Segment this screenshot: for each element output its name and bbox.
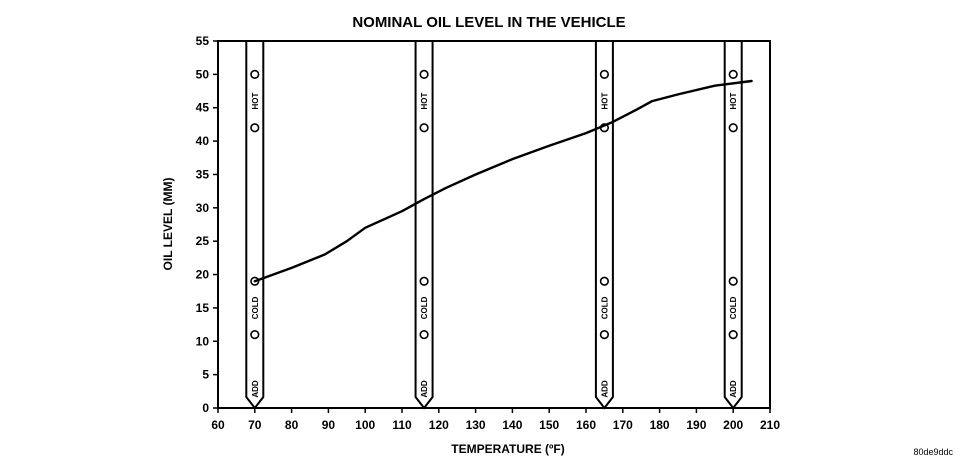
x-tick-label: 150 bbox=[539, 418, 559, 432]
x-tick-label: 90 bbox=[322, 418, 336, 432]
x-tick-label: 140 bbox=[502, 418, 522, 432]
x-tick-label: 190 bbox=[686, 418, 706, 432]
hot-mark bbox=[728, 69, 738, 79]
image-caption: 80de9ddc bbox=[913, 447, 953, 457]
x-tick-label: 110 bbox=[392, 418, 412, 432]
hot-mark bbox=[728, 123, 738, 133]
cold-mark bbox=[599, 276, 610, 286]
cold-mark bbox=[728, 330, 738, 340]
x-tick-label: 80 bbox=[285, 418, 299, 432]
series-line-1 bbox=[253, 79, 753, 283]
hot-mark bbox=[250, 123, 260, 133]
cold-mark bbox=[599, 330, 610, 340]
x-tick-label: 180 bbox=[650, 418, 670, 432]
hot-mark bbox=[419, 123, 429, 133]
x-axis-label: TEMPERATURE (ºF) bbox=[451, 442, 564, 456]
dipstick-3: HOT COLD ADD bbox=[594, 41, 614, 410]
x-tick-label: 200 bbox=[723, 418, 743, 432]
add-label: ADD bbox=[600, 380, 609, 398]
x-tick-label: 100 bbox=[355, 418, 375, 432]
cold-mark bbox=[419, 330, 429, 340]
hot-label: HOT bbox=[251, 92, 260, 109]
add-label: ADD bbox=[251, 380, 260, 398]
x-tick-label: 170 bbox=[613, 418, 633, 432]
y-tick-label: 50 bbox=[196, 67, 210, 81]
hot-label: HOT bbox=[420, 92, 429, 109]
cold-mark bbox=[728, 276, 738, 286]
dipstick-2: HOT COLD ADD bbox=[414, 41, 434, 410]
chart-title: NOMINAL OIL LEVEL IN THE VEHICLE bbox=[352, 14, 625, 31]
hot-label: HOT bbox=[729, 92, 738, 109]
y-tick-label: 0 bbox=[202, 401, 209, 415]
plot-frame bbox=[217, 40, 771, 409]
y-tick-label: 15 bbox=[196, 301, 210, 315]
x-tick-label: 70 bbox=[248, 418, 262, 432]
y-tick-label: 10 bbox=[196, 334, 210, 348]
cold-mark bbox=[250, 330, 260, 340]
add-label: ADD bbox=[729, 380, 738, 398]
series-group bbox=[253, 79, 753, 283]
dipsticks-group: HOT COLD ADD HOT COLD ADD HOT COLD ADD HOT COLD ADD bbox=[245, 41, 743, 410]
x-tick-label: 130 bbox=[466, 418, 486, 432]
y-tick-label: 40 bbox=[196, 134, 210, 148]
x-tick-label: 160 bbox=[576, 418, 596, 432]
dipstick-4: HOT COLD ADD bbox=[723, 41, 743, 410]
y-tick-label: 5 bbox=[202, 368, 209, 382]
x-tick-label: 60 bbox=[211, 418, 225, 432]
cold-label: COLD bbox=[420, 296, 429, 319]
hot-mark bbox=[599, 69, 610, 79]
x-tick-label: 120 bbox=[429, 418, 449, 432]
cold-label: COLD bbox=[729, 296, 738, 319]
y-tick-label: 45 bbox=[196, 101, 210, 115]
cold-label: COLD bbox=[600, 296, 609, 319]
add-label: ADD bbox=[420, 380, 429, 398]
hot-label: HOT bbox=[600, 92, 609, 109]
y-tick-label: 30 bbox=[196, 201, 210, 215]
hot-mark bbox=[250, 69, 260, 79]
y-tick-label: 35 bbox=[196, 167, 210, 181]
y-tick-label: 55 bbox=[196, 34, 210, 48]
x-tick-label: 210 bbox=[760, 418, 780, 432]
axes-group: 60 70 80 90 100 110 120 130 140 150 160 170 180 190 20… bbox=[196, 34, 781, 432]
y-tick-label: 20 bbox=[196, 268, 210, 282]
y-tick-label: 25 bbox=[196, 234, 210, 248]
hot-mark bbox=[419, 69, 429, 79]
dipstick-1: HOT COLD ADD bbox=[245, 41, 265, 410]
y-axis-label: OIL LEVEL (MM) bbox=[161, 178, 175, 271]
cold-mark bbox=[419, 276, 429, 286]
cold-label: COLD bbox=[251, 296, 260, 319]
